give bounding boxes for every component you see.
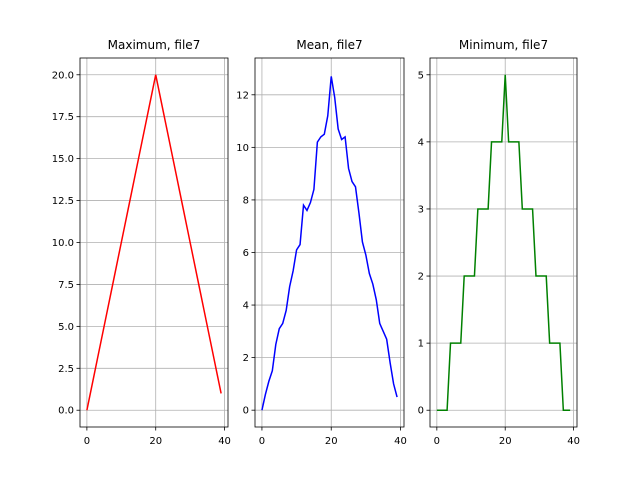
maximum-ytick-label: 10.0 [52, 238, 74, 249]
mean-xtick-label: 40 [394, 436, 407, 447]
mean-ticks: 0 20 40 0 2 4 6 8 10 12 [236, 90, 407, 447]
minimum-ytick-label: 0 [418, 406, 424, 417]
maximum-title: Maximum, file7 [108, 38, 201, 52]
mean-series-line [261, 76, 398, 411]
maximum-ticks: 0 20 40 0.0 2.5 5.0 7.5 10.0 12.5 15.0 17.5 20.0 [52, 70, 231, 447]
mean-ytick-label: 0 [243, 406, 249, 417]
maximum-ytick-label: 15.0 [52, 154, 74, 165]
minimum-ytick-label: 5 [418, 70, 424, 81]
minimum-axes-frame [429, 57, 578, 428]
maximum-ytick-label: 5.0 [58, 322, 74, 333]
maximum-series-line [86, 74, 222, 411]
subplot-minimum: 0 20 40 0 1 2 3 4 5 Minimum, file7 [418, 38, 580, 447]
minimum-series-line [436, 74, 571, 411]
maximum-ytick-label: 17.5 [52, 112, 74, 123]
mean-ytick-label: 2 [243, 353, 249, 364]
mean-ytick-label: 8 [243, 195, 249, 206]
maximum-xtick-label: 0 [84, 436, 90, 447]
minimum-ytick-label: 3 [418, 204, 424, 215]
minimum-xtick-label: 40 [567, 436, 580, 447]
minimum-xtick-label: 0 [434, 436, 440, 447]
mean-xtick-label: 20 [325, 436, 338, 447]
mean-ytick-label: 10 [236, 143, 249, 154]
minimum-xtick-label: 20 [499, 436, 512, 447]
maximum-ytick-label: 20.0 [52, 70, 74, 81]
minimum-ticks: 0 20 40 0 1 2 3 4 5 [418, 70, 580, 447]
mean-xtick-label: 0 [259, 436, 265, 447]
maximum-ytick-label: 7.5 [58, 280, 74, 291]
minimum-ytick-label: 1 [418, 339, 424, 350]
mean-grid [255, 58, 404, 427]
mean-title: Mean, file7 [296, 38, 362, 52]
subplot-mean: 0 20 40 0 2 4 6 8 10 12 Mean, file7 [236, 38, 407, 447]
maximum-ytick-label: 12.5 [52, 196, 74, 207]
mean-ytick-label: 4 [243, 301, 249, 312]
minimum-ytick-label: 4 [418, 137, 424, 148]
maximum-xtick-label: 20 [149, 436, 162, 447]
mean-ytick-label: 6 [243, 248, 249, 259]
minimum-title: Minimum, file7 [459, 38, 548, 52]
maximum-ytick-label: 2.5 [58, 364, 74, 375]
maximum-ytick-label: 0.0 [58, 406, 74, 417]
mean-axes-frame [254, 57, 405, 428]
mean-ytick-label: 12 [236, 90, 249, 101]
maximum-xtick-label: 40 [218, 436, 231, 447]
minimum-ytick-label: 2 [418, 272, 424, 283]
maximum-axes-frame [79, 57, 229, 428]
subplot-maximum: 0 20 40 0.0 2.5 5.0 7.5 10.0 12.5 15.0 17.5 20.0 Ma… [52, 38, 231, 447]
